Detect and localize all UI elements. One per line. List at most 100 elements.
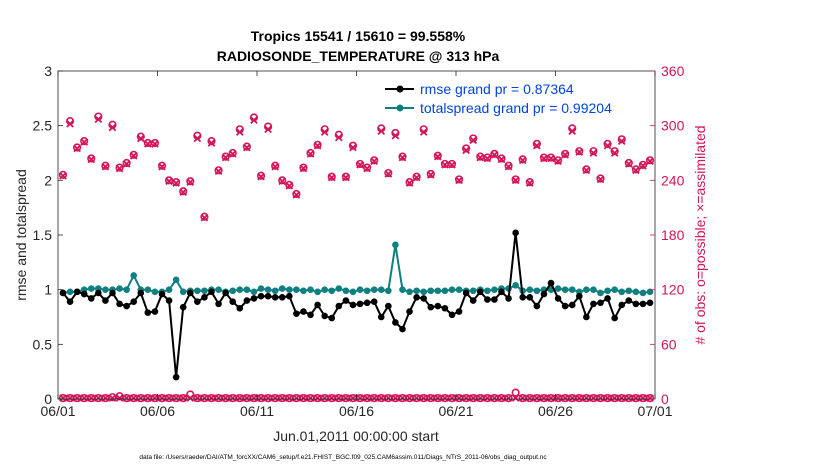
obs-possible-point — [80, 137, 89, 146]
obs-assimilated-point — [80, 394, 89, 402]
obs-assimilated-point — [228, 394, 237, 402]
obs-assimilated-point — [547, 154, 555, 163]
obs-possible-point — [129, 150, 138, 159]
totalspread-point — [349, 288, 357, 296]
obs-assimilated-point — [278, 394, 287, 402]
data-file-footnote: data file: /Users/raeder/DAI/ATM_forcXX/… — [139, 454, 547, 461]
obs-assimilated-point — [398, 153, 407, 162]
obs-possible-point — [497, 154, 506, 163]
rmse-point — [554, 295, 562, 302]
obs-assimilated-point — [511, 394, 520, 402]
obs-assimilated-point — [398, 394, 407, 402]
obs-assimilated-point — [462, 146, 470, 155]
rmse-point — [392, 319, 399, 326]
totalspread-point — [469, 287, 477, 295]
obs-assimilated-point — [561, 394, 569, 402]
obs-assimilated-point — [455, 176, 463, 185]
obs-assimilated-point — [327, 394, 336, 402]
y-left-tick-label: 3 — [44, 63, 52, 79]
rmse-point — [646, 299, 654, 307]
obs-possible-point — [454, 175, 464, 184]
obs-assimilated-point — [250, 116, 258, 125]
totalspread-point — [300, 287, 307, 295]
totalspread-point — [590, 286, 597, 293]
obs-assimilated-point — [101, 162, 110, 171]
rmse-point — [611, 314, 618, 322]
rmse-point — [568, 301, 576, 309]
obs-assimilated-point — [525, 394, 534, 402]
legend-spread-marker — [396, 104, 404, 112]
totalspread-point — [293, 286, 300, 293]
obs-assimilated-point — [434, 394, 442, 402]
obs-assimilated-point — [115, 394, 124, 402]
obs-assimilated-point — [144, 140, 152, 148]
obs-assimilated-point — [490, 394, 499, 402]
rmse-point — [561, 302, 569, 310]
rmse-point — [526, 294, 534, 301]
obs-assimilated-point — [299, 164, 308, 173]
legend-rmse-marker — [396, 85, 404, 93]
obs-assimilated-point — [66, 120, 74, 128]
totalspread-point — [314, 288, 321, 296]
obs-possible-point — [504, 161, 513, 170]
y-right-tick-label: 180 — [661, 227, 685, 243]
obs-assimilated-point — [363, 394, 371, 402]
totalspread-point — [406, 288, 413, 296]
rmse-point — [413, 294, 420, 301]
obs-assimilated-point — [193, 134, 202, 143]
obs-assimilated-point — [87, 394, 96, 402]
y-right-tick-label: 300 — [661, 118, 685, 134]
obs-assimilated-point — [455, 394, 463, 402]
obs-assimilated-point — [136, 134, 145, 143]
obs-assimilated-point — [349, 394, 357, 402]
obs-assimilated-point — [405, 179, 414, 187]
rmse-point — [179, 303, 187, 311]
obs-assimilated-point — [575, 394, 584, 402]
obs-assimilated-point — [172, 179, 180, 187]
obs-assimilated-point — [568, 394, 577, 402]
totalspread-point — [583, 286, 590, 293]
obs-assimilated-point — [257, 394, 265, 402]
obs-possible-point — [596, 174, 605, 183]
rmse-point — [469, 297, 477, 304]
obs-assimilated-point — [426, 171, 435, 179]
totalspread-point — [151, 288, 159, 296]
obs-assimilated-point — [582, 166, 591, 175]
obs-assimilated-point — [214, 167, 223, 176]
rmse-point — [484, 296, 491, 303]
obs-possible-point — [624, 158, 633, 168]
totalspread-point — [363, 287, 371, 295]
rmse-point — [130, 298, 138, 305]
rmse-point — [476, 288, 484, 296]
rmse-point — [201, 294, 208, 301]
x-tick-label: 06/06 — [140, 403, 175, 419]
x-tick-label: 06/01 — [40, 403, 75, 419]
rmse-point — [441, 304, 449, 312]
obs-assimilated-point — [306, 394, 315, 402]
obs-assimilated-point — [504, 162, 513, 171]
obs-possible-point — [532, 139, 541, 148]
obs-assimilated-point — [349, 143, 357, 152]
totalspread-point — [392, 241, 399, 249]
rmse-point — [406, 308, 413, 315]
totalspread-point — [632, 288, 640, 296]
obs-assimilated-point — [129, 394, 138, 402]
obs-assimilated-point — [80, 138, 89, 146]
obs-assimilated-point — [66, 394, 74, 402]
obs-possible-point — [101, 161, 110, 170]
obs-possible-point — [631, 165, 640, 174]
totalspread-point — [484, 287, 491, 295]
obs-assimilated-point — [377, 394, 386, 402]
obs-assimilated-point — [342, 173, 350, 182]
obs-assimilated-point — [384, 394, 393, 402]
rmse-point — [328, 314, 336, 322]
y-axis-right: 0 60 120 180 240 300 360 — [650, 63, 685, 407]
obs-assimilated-point — [186, 178, 195, 186]
rmse-point — [144, 309, 152, 316]
totalspread-point — [335, 285, 343, 292]
obs-assimilated-point — [497, 155, 506, 164]
obs-assimilated-point — [334, 394, 343, 402]
obs-assimilated-point — [370, 157, 379, 166]
rmse-point — [250, 295, 258, 302]
rmse-point — [158, 290, 166, 298]
